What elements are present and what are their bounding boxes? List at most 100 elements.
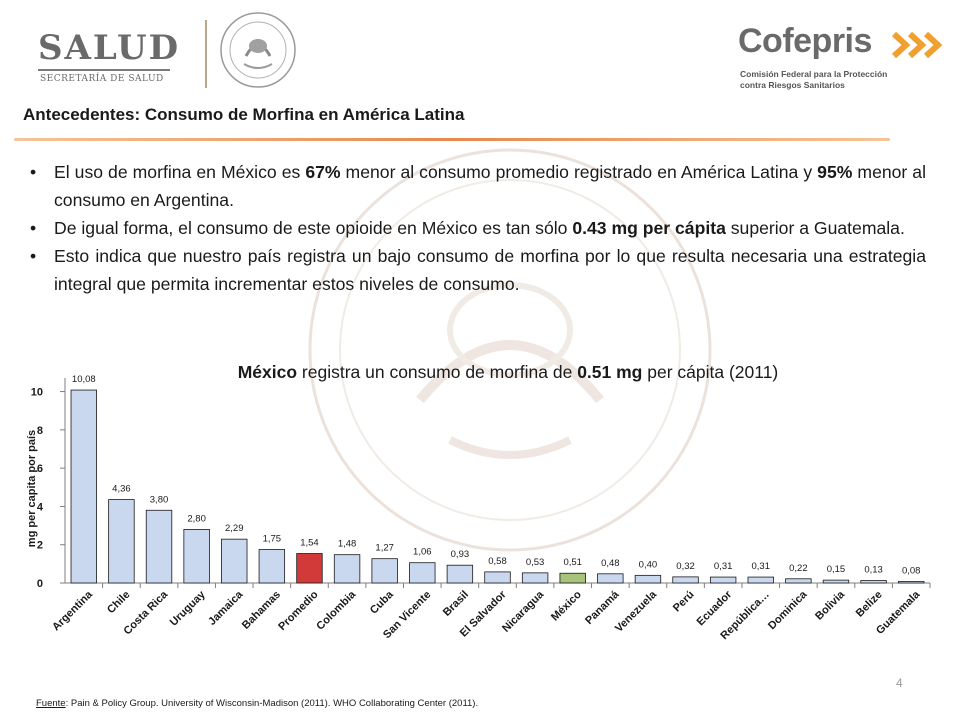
- bullet-dot: •: [30, 246, 37, 266]
- bar: [371, 558, 398, 584]
- bar: [446, 564, 474, 584]
- chart-title: México registra un consumo de morfina de…: [238, 362, 779, 382]
- bar: [822, 579, 850, 584]
- cofepris-logo-word: Cofepris: [738, 22, 872, 60]
- x-tick-label: Bolivia: [813, 588, 848, 623]
- bar-value-label: 0,22: [789, 563, 808, 574]
- chart-title-part: registra un consumo de morfina de: [297, 362, 577, 382]
- bar: [747, 576, 774, 584]
- bar-value-label: 2,29: [225, 523, 244, 534]
- bullet-text: menor al consumo promedio registrado en …: [340, 162, 818, 182]
- x-tick-label: Venezuela: [613, 588, 660, 635]
- bar: [409, 562, 436, 584]
- bullet-text: Esto indica que nuestro país registra un…: [54, 246, 926, 294]
- bar-value-label: 1,48: [338, 539, 357, 550]
- bar-value-label: 0,15: [827, 564, 846, 575]
- x-tick-label: Belize: [854, 589, 885, 620]
- cofepris-arrows-icon: [888, 28, 948, 62]
- bar: [70, 389, 97, 584]
- bar: [634, 574, 662, 584]
- slide-title: Antecedentes: Consumo de Morfina en Amér…: [23, 105, 465, 124]
- bullet-text: El uso de morfina en México es: [54, 162, 306, 182]
- bar-value-label: 1,54: [300, 538, 319, 549]
- bar-value-label: 0,53: [526, 557, 545, 568]
- x-tick-label: México: [549, 588, 584, 623]
- x-tick-label: Chile: [105, 589, 133, 617]
- bullet-item: • De igual forma, el consumo de este opio…: [30, 214, 926, 242]
- x-tick-label: Argentina: [50, 588, 95, 633]
- x-tick-label: Dominica: [766, 588, 810, 632]
- y-tick-label: 6: [37, 463, 43, 475]
- bar: [258, 549, 286, 584]
- bar-value-label: 1,27: [375, 543, 394, 554]
- bar: [484, 571, 511, 584]
- bar: [145, 509, 173, 584]
- bar-chart: México registra un consumo de morfina de…: [26, 362, 931, 642]
- x-tick-label: Nicaragua: [500, 588, 547, 635]
- bar: [709, 576, 737, 584]
- bar-value-label: 1,75: [263, 534, 282, 545]
- y-tick-label: 8: [37, 425, 43, 437]
- title-underline: [14, 138, 890, 141]
- bullet-emphasis: 95%: [817, 162, 853, 182]
- bar-value-label: 0,51: [563, 557, 582, 568]
- bar-value-label: 0,31: [752, 561, 771, 572]
- cofepris-subtitle-line2: contra Riesgos Sanitarios: [740, 80, 845, 90]
- bar-value-label: 4,36: [112, 484, 131, 495]
- bullet-list: • El uso de morfina en México es 67% meno…: [30, 158, 926, 298]
- bar-value-label: 0,08: [902, 565, 921, 576]
- bar: [860, 580, 887, 584]
- y-tick-label: 2: [37, 540, 43, 552]
- bar-value-label: 0,32: [676, 561, 695, 572]
- chart-title-part: per cápita (2011): [642, 362, 778, 382]
- bar-value-label: 0,48: [601, 558, 620, 569]
- chart-title-part: México: [238, 362, 297, 382]
- bullet-dot: •: [30, 218, 37, 238]
- bar: [521, 572, 549, 584]
- x-tick-label: Cuba: [368, 588, 397, 617]
- x-tick-label: Colombia: [314, 588, 359, 633]
- y-axis-label: mg per capita por país: [26, 430, 38, 547]
- bar: [296, 553, 323, 584]
- bar: [898, 581, 925, 584]
- salud-logo: SALUD SECRETARÍA DE SALUD: [38, 28, 198, 84]
- bar: [559, 572, 586, 584]
- bullet-item: • El uso de morfina en México es 67% meno…: [30, 158, 926, 214]
- bar-value-label: 0,93: [451, 549, 470, 560]
- y-tick-label: 4: [37, 501, 44, 513]
- cofepris-logo: Cofepris Comisión Federal para la Protec…: [738, 22, 948, 92]
- bar-value-label: 1,06: [413, 547, 432, 558]
- bar: [333, 554, 361, 584]
- header-divider: [205, 20, 207, 88]
- bar: [785, 578, 812, 584]
- bar-value-label: 0,13: [864, 565, 883, 576]
- page-number: 4: [896, 676, 903, 690]
- bar: [108, 499, 135, 584]
- bullet-emphasis: 67%: [305, 162, 341, 182]
- bar-value-label: 0,31: [714, 561, 733, 572]
- chart-title-part: 0.51 mg: [577, 362, 642, 382]
- x-tick-label: Perú: [671, 589, 697, 615]
- bar: [672, 576, 699, 584]
- mexico-seal-icon: [220, 12, 296, 88]
- bar: [183, 528, 210, 584]
- header: SALUD SECRETARÍA DE SALUD Cofepris Comis…: [0, 0, 960, 100]
- footnote-text: : Pain & Policy Group. University of Wis…: [65, 698, 479, 709]
- salud-logo-subtitle: SECRETARÍA DE SALUD: [40, 74, 164, 84]
- bar-value-label: 10,08: [72, 374, 96, 385]
- bar: [221, 538, 248, 584]
- x-tick-label: Uruguay: [168, 588, 209, 629]
- bar-value-label: 2,80: [187, 513, 206, 524]
- footnote-label: Fuente: [36, 698, 66, 709]
- cofepris-subtitle-line1: Comisión Federal para la Protección: [740, 69, 888, 79]
- salud-logo-rule: [38, 69, 170, 71]
- bullet-text: superior a Guatemala.: [725, 218, 905, 238]
- bullet-text: menor al consumo en Argentina.: [54, 162, 927, 210]
- bullet-text: De igual forma, el consumo de este opioi…: [54, 218, 573, 238]
- bar-value-label: 3,80: [150, 494, 169, 505]
- y-tick-label: 10: [31, 387, 43, 399]
- bullet-item: • Esto indica que nuestro país registra u…: [30, 242, 926, 298]
- footnote: Fuente: Pain & Policy Group. University …: [36, 698, 478, 709]
- bullet-emphasis: 0.43 mg per cápita: [572, 218, 726, 238]
- x-tick-label: Brasil: [441, 589, 471, 619]
